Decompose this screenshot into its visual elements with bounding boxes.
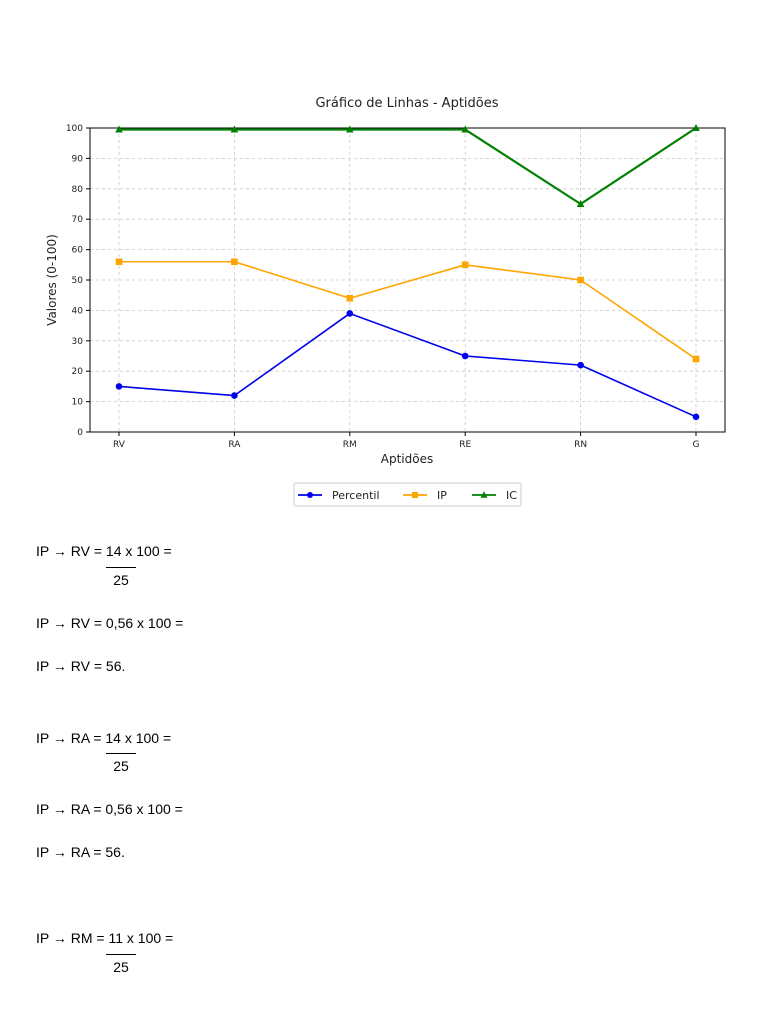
legend-entries: Percentil IP IC <box>298 489 517 502</box>
data-point-ic <box>576 200 585 207</box>
data-point-ic <box>692 124 700 131</box>
y-tick-label: 0 <box>77 428 83 438</box>
x-axis-ticks: RV RA RM RE RN G <box>113 432 700 450</box>
y-tick-label: 80 <box>72 185 84 195</box>
data-point-ip <box>346 294 354 302</box>
x-tick-label: RE <box>459 440 471 450</box>
y-tick-label: 40 <box>72 306 84 316</box>
y-tick-label: 20 <box>72 367 84 377</box>
calc-line-ra-decimal: IP → RA = 0,56 x 100 = <box>36 801 183 817</box>
line-chart: Gráfico de Linhas - Aptidões 0 10 20 30 40 50… <box>45 96 726 507</box>
chart-title: Gráfico de Linhas - Aptidões <box>315 96 498 111</box>
data-point-ic <box>346 125 354 133</box>
data-point-ip <box>115 258 123 266</box>
y-tick-label: 30 <box>72 337 84 347</box>
x-tick-label: RV <box>113 440 126 450</box>
y-tick-label: 100 <box>66 124 83 134</box>
legend-marker-percentil <box>307 492 313 498</box>
data-point-ic <box>230 125 239 133</box>
calc-denominator-rm: 25 <box>106 954 136 976</box>
x-tick-label: RM <box>343 440 357 450</box>
data-point-ip <box>577 276 584 284</box>
series-line-ic <box>119 127 697 206</box>
grid-lines <box>90 127 725 433</box>
calc-denominator-rv: 25 <box>106 567 136 589</box>
x-tick-label: G <box>693 440 700 450</box>
data-point-ip <box>231 258 238 266</box>
calc-line-rv-decimal: IP → RV = 0,56 x 100 = <box>36 615 184 631</box>
x-tick-label: RN <box>574 440 587 450</box>
legend-label-ic: IC <box>506 489 517 502</box>
calc-line-rm-formula: IP → RM = 11 x 100 = <box>36 930 174 946</box>
legend-label-percentil: Percentil <box>332 489 380 502</box>
data-point-ic <box>115 125 123 133</box>
y-tick-label: 60 <box>72 246 84 256</box>
y-axis-ticks: 0 10 20 30 40 50 60 70 80 90 100 <box>66 124 90 438</box>
data-point-ic <box>461 125 469 133</box>
data-point-percentil <box>461 352 469 360</box>
data-point-percentil <box>346 310 354 317</box>
legend-label-ip: IP <box>437 489 447 502</box>
y-tick-label: 70 <box>72 215 84 225</box>
y-tick-label: 10 <box>72 398 84 408</box>
legend-marker-ic <box>480 491 488 498</box>
calc-denominator-ra: 25 <box>106 753 136 775</box>
calc-line-ra-formula: IP → RA = 14 x 100 = <box>36 730 172 746</box>
series-group <box>115 124 700 421</box>
x-axis-label: Aptidões <box>381 452 433 466</box>
data-point-ip <box>692 355 700 363</box>
y-axis-label: Valores (0-100) <box>45 234 59 326</box>
data-point-percentil <box>577 361 584 369</box>
legend: Percentil IP IC <box>293 482 522 507</box>
x-tick-label: RA <box>228 440 241 450</box>
calc-line-ra-result: IP → RA = 56. <box>36 844 125 860</box>
calc-line-rv-formula: IP → RV = 14 x 100 = <box>36 543 172 559</box>
data-point-percentil <box>231 392 238 399</box>
legend-marker-ip <box>412 492 418 498</box>
data-point-percentil <box>692 413 700 421</box>
calc-line-rv-result: IP → RV = 56. <box>36 658 126 674</box>
y-tick-label: 50 <box>72 276 84 286</box>
series-line-ip <box>119 260 697 360</box>
series-line-percentil <box>118 312 697 418</box>
y-tick-label: 90 <box>72 154 84 164</box>
data-point-percentil <box>115 383 123 390</box>
data-point-ip <box>461 261 469 269</box>
